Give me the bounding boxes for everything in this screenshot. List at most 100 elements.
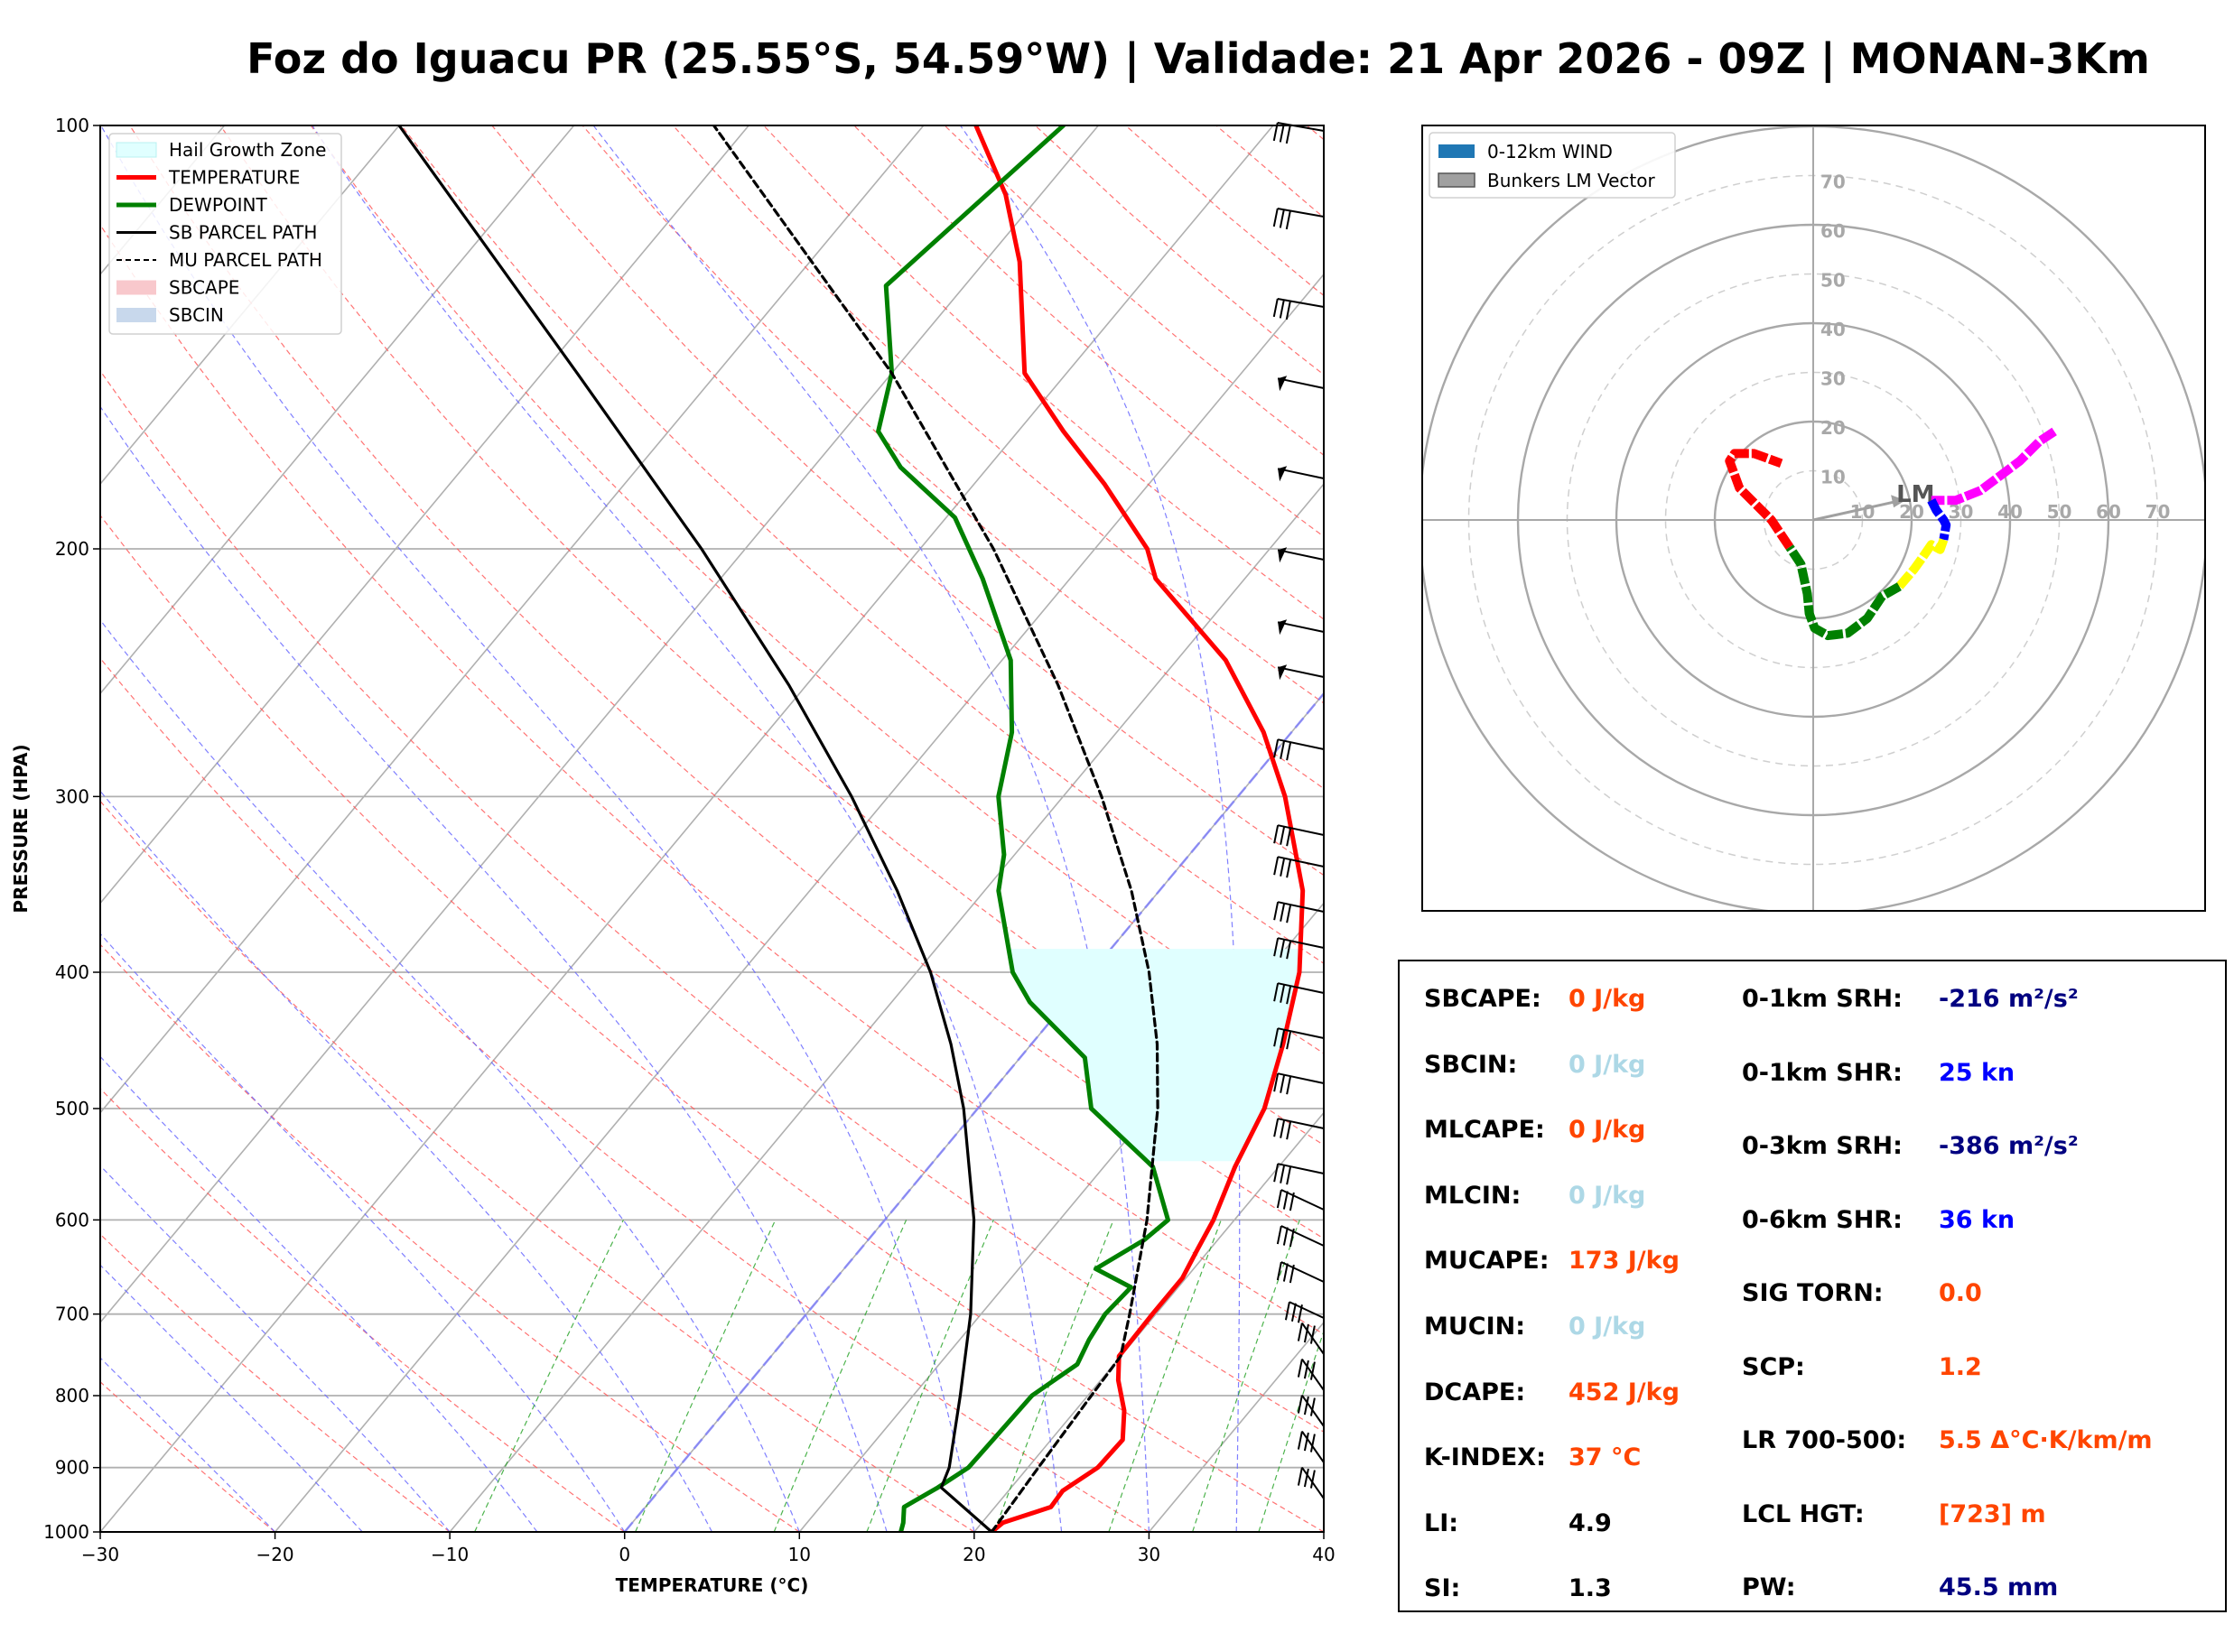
- wind-barb-feather: [1286, 1120, 1292, 1140]
- wind-barb-feather: [1282, 1263, 1289, 1282]
- isotherm-line: [798, 902, 1324, 1532]
- index-label: 0-3km SRH:: [1742, 1132, 1903, 1160]
- wind-barb-feather: [1285, 210, 1291, 230]
- wind-barb-feather: [1297, 1467, 1303, 1486]
- dry-adiabat: [582, 125, 1324, 790]
- wind-barb-feather: [1309, 1361, 1316, 1380]
- legend-box: [108, 133, 342, 335]
- wind-barb: [1276, 1261, 1325, 1284]
- wind-barb-feather: [1297, 1359, 1303, 1378]
- x-tick-label: −10: [431, 1544, 469, 1565]
- wind-barb: [1273, 982, 1325, 1005]
- wind-barb-feather: [1286, 1030, 1292, 1050]
- index-label: SCP:: [1742, 1352, 1805, 1381]
- moist-adiabat: [100, 1055, 538, 1532]
- x-tick-label: 40: [1312, 1544, 1335, 1565]
- hodograph-segment: [1895, 538, 1949, 589]
- wind-barb-feather: [1273, 856, 1280, 876]
- wind-barb: [1297, 1431, 1325, 1463]
- index-label: LCL HGT:: [1742, 1499, 1865, 1528]
- wind-barb-feather: [1303, 1468, 1309, 1488]
- wind-barb-feather: [1290, 1303, 1297, 1322]
- wind-barb-feather: [1279, 124, 1285, 143]
- y-tick-label: 900: [55, 1457, 89, 1479]
- moist-adiabat: [592, 125, 1150, 1532]
- wind-barb: [1297, 1323, 1325, 1355]
- wind-barb-flag: [1278, 466, 1288, 482]
- wind-barb-staff: [1277, 621, 1325, 633]
- wind-barb-feather: [1286, 904, 1292, 923]
- ring-label-y: 10: [1820, 467, 1846, 488]
- wind-barb-feather: [1309, 1325, 1316, 1344]
- moist-adiabat: [100, 405, 888, 1532]
- index-label: SBCIN:: [1424, 1050, 1518, 1079]
- wind-barb-feather: [1285, 125, 1291, 144]
- wind-barb-staff: [1277, 377, 1325, 389]
- moist-adiabat: [100, 618, 800, 1532]
- index-label: LR 700-500:: [1742, 1426, 1907, 1454]
- wind-barb-feather: [1280, 1074, 1286, 1093]
- skew-t-series: [397, 125, 1306, 1532]
- ring-label-x: 50: [2047, 501, 2072, 523]
- index-label: SIG TORN:: [1742, 1279, 1884, 1307]
- index-value: 0 J/kg: [1568, 1181, 1646, 1210]
- x-tick-label: 0: [619, 1544, 630, 1565]
- wind-barb: [1276, 1189, 1325, 1211]
- wind-barb-feather: [1273, 982, 1280, 1002]
- wind-barb-feather: [1276, 1189, 1282, 1209]
- dry-adiabat: [100, 1088, 626, 1532]
- wind-barb: [1297, 1467, 1325, 1499]
- index-value: 452 J/kg: [1568, 1378, 1680, 1406]
- hodograph-legend-box: [1429, 132, 1676, 199]
- mixing-ratio-line: [993, 1220, 1114, 1532]
- hodograph-legend-label: 0-12km WIND: [1487, 141, 1613, 162]
- wind-barb-flag: [1278, 376, 1288, 392]
- y-tick-label: 600: [55, 1209, 89, 1230]
- wind-barb-feather: [1309, 1434, 1316, 1452]
- x-tick-label: 30: [1138, 1544, 1160, 1565]
- wind-barb-staff: [1277, 1072, 1325, 1084]
- mixing-ratio-line: [866, 1220, 994, 1532]
- hodograph-legend: 0-12km WIND Bunkers LM Vector: [1429, 132, 1676, 199]
- wind-barb-feather: [1276, 1261, 1282, 1281]
- moist-adiabat: [100, 125, 975, 1532]
- index-label: PW:: [1742, 1573, 1796, 1601]
- isotherm-line: [100, 125, 400, 486]
- legend-label: TEMPERATURE: [168, 167, 300, 189]
- ring-label-y: 50: [1820, 270, 1846, 292]
- index-value: 0 J/kg: [1568, 1313, 1646, 1341]
- isotherm-line: [100, 125, 925, 1114]
- wind-barb-feather: [1303, 1396, 1309, 1415]
- hodograph-frame: [1421, 125, 2206, 912]
- legend-label: SB PARCEL PATH: [169, 222, 317, 244]
- hodograph-trace: LM: [1725, 427, 2057, 641]
- wind-barb: [1284, 1301, 1325, 1323]
- wind-barb-feather: [1284, 1302, 1290, 1321]
- wind-barb-feather: [1309, 1397, 1316, 1416]
- skew-t-background-lines: [100, 125, 1324, 1532]
- wind-barb-feather: [1309, 1470, 1316, 1489]
- index-value: 36 kn: [1939, 1205, 2015, 1234]
- wind-barb-feather: [1273, 1163, 1280, 1183]
- x-tick-label: −20: [256, 1544, 293, 1565]
- moist-adiabat: [100, 790, 713, 1532]
- y-tick-label: 1000: [43, 1521, 89, 1543]
- wind-barb: [1272, 297, 1325, 320]
- wind-barb: [1277, 466, 1325, 482]
- wind-barb-staff: [1277, 1027, 1325, 1039]
- wind-barb: [1273, 824, 1325, 847]
- index-label: DCAPE:: [1424, 1378, 1526, 1406]
- isotherm-line: [624, 692, 1324, 1532]
- index-label: LI:: [1424, 1508, 1459, 1537]
- mixing-ratio-line: [1258, 1329, 1324, 1532]
- wind-barb-feather: [1289, 1192, 1295, 1211]
- wind-barb-staff: [1280, 1189, 1325, 1211]
- dry-adiabat: [100, 943, 800, 1532]
- wind-barb: [1277, 664, 1325, 681]
- dry-adiabat: [100, 1380, 275, 1532]
- chart-title: Foz do Iguacu PR (25.55°S, 54.59°W) | Va…: [247, 34, 2150, 83]
- ring-label-y: 30: [1820, 368, 1846, 390]
- index-value: -216 m²/s²: [1939, 985, 2079, 1013]
- wind-barb-feather: [1273, 824, 1280, 844]
